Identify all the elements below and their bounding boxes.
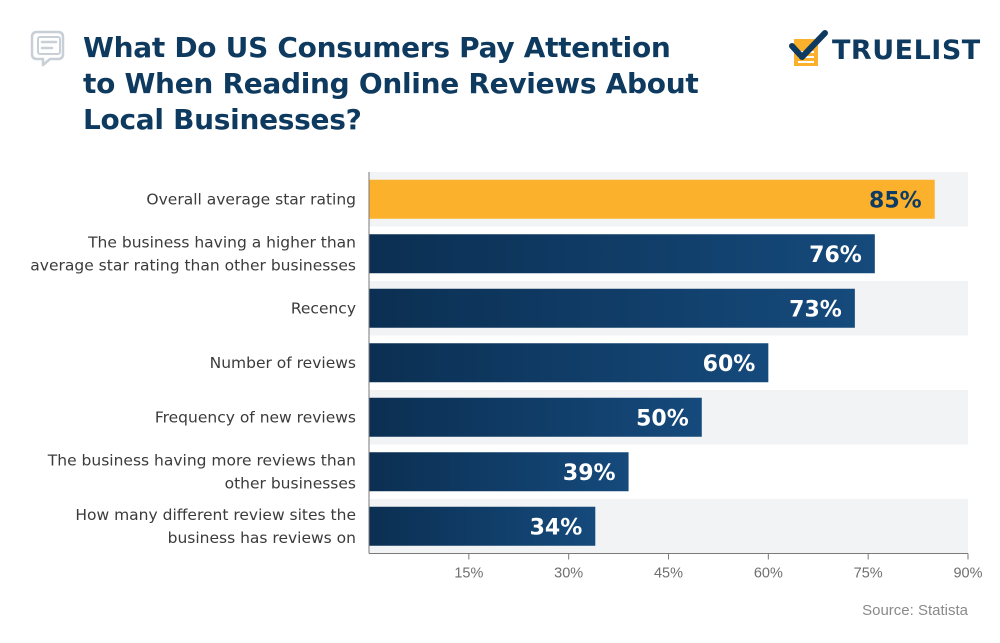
- x-tick-label: 75%: [854, 566, 883, 582]
- bar-value-label: 76%: [809, 243, 862, 268]
- bar-value-label: 73%: [789, 297, 842, 322]
- bar: [369, 506, 596, 546]
- x-tick-label: 60%: [754, 566, 783, 582]
- x-tick-label: 30%: [554, 566, 583, 582]
- axes: 15% 30% 45% 60% 75% 90%: [368, 172, 983, 582]
- bar: [369, 234, 875, 274]
- bars: 85% 76% 73% 60% 50% 39% 34%: [369, 179, 935, 546]
- category-label: Overall average star rating: [146, 190, 356, 208]
- logo-text: TRUELIST: [832, 34, 981, 66]
- category-label: The business having a higher than average…: [30, 233, 356, 274]
- bar-value-label: 50%: [636, 406, 689, 431]
- bar-value-label: 60%: [703, 352, 756, 377]
- category-label: How many different review sites the busin…: [75, 506, 356, 547]
- x-tick-label: 15%: [454, 566, 483, 582]
- category-label: Frequency of new reviews: [155, 408, 356, 426]
- bar-value-label: 34%: [530, 515, 583, 540]
- bar: [369, 397, 702, 437]
- bar-value-label: 39%: [563, 461, 616, 486]
- bar: [369, 288, 855, 328]
- category-label: Recency: [291, 299, 356, 317]
- category-labels: Overall average star rating The business …: [30, 190, 356, 547]
- checkmark-clipboard-icon: [789, 30, 828, 66]
- chat-document-icon: [30, 30, 65, 67]
- bar: [369, 452, 629, 492]
- category-label: Number of reviews: [210, 354, 356, 372]
- bar-value-label: 85%: [869, 188, 922, 213]
- truelist-logo: TRUELIST: [788, 30, 981, 70]
- x-tick-label: 90%: [953, 566, 982, 582]
- bar: [369, 343, 769, 383]
- bar: [369, 179, 935, 219]
- title-line-1: What Do US Consumers Pay Attention: [83, 31, 671, 64]
- title-line-2: to When Reading Online Reviews About: [83, 67, 699, 100]
- source-note: Source: Statista: [862, 602, 968, 619]
- x-tick-label: 45%: [654, 566, 683, 582]
- chart-title: What Do US Consumers Pay Attention to Wh…: [83, 30, 703, 138]
- title-line-3: Local Businesses?: [83, 103, 362, 136]
- category-label: The business having more reviews than oth…: [47, 451, 356, 492]
